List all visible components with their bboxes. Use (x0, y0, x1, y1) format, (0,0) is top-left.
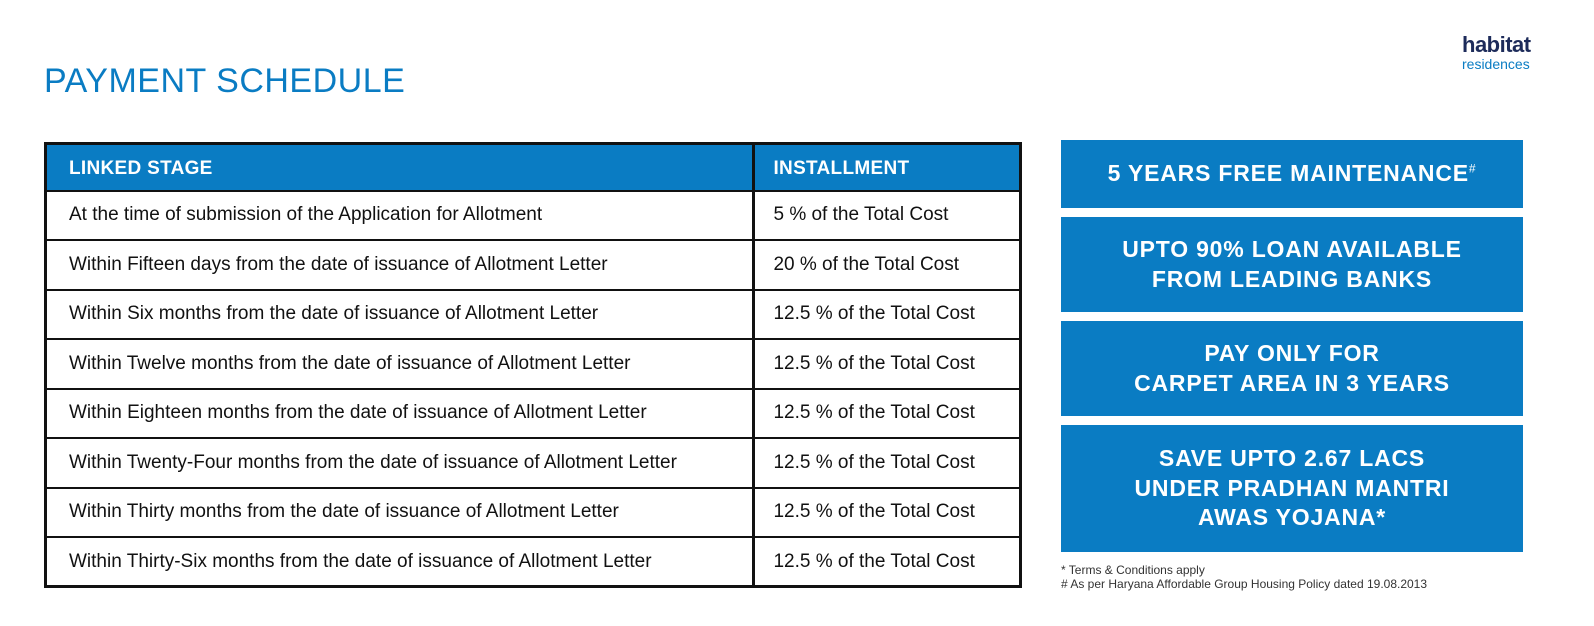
habitat-logo: habitat residences (1462, 32, 1531, 72)
table-row: Within Six months from the date of issua… (45, 289, 1022, 340)
table-header-row: LINKED STAGE INSTALLMENT (45, 143, 1022, 192)
feature-line: UNDER PRADHAN MANTRI (1134, 474, 1450, 501)
table-row: Within Twelve months from the date of is… (45, 339, 1022, 390)
footnote-terms: * Terms & Conditions apply (1061, 563, 1205, 577)
feature-carpet-area: PAY ONLY FOR CARPET AREA IN 3 YEARS (1061, 321, 1523, 416)
feature-line: FROM LEADING BANKS (1151, 265, 1433, 292)
footnote-policy: # As per Haryana Affordable Group Housin… (1061, 577, 1428, 591)
installment-cell: 12.5 % of the Total Cost (753, 388, 1022, 439)
stage-cell: At the time of submission of the Applica… (45, 190, 756, 241)
feature-panel: 5 YEARS FREE MAINTENANCE# UPTO 90% LOAN … (1061, 140, 1523, 561)
feature-free-maintenance: 5 YEARS FREE MAINTENANCE# (1061, 140, 1523, 208)
stage-cell: Within Thirty-Six months from the date o… (45, 537, 756, 588)
feature-line: UPTO 90% LOAN AVAILABLE (1122, 235, 1462, 262)
stage-cell: Within Twelve months from the date of is… (45, 339, 756, 390)
table-row: Within Fifteen days from the date of iss… (45, 240, 1022, 291)
installment-cell: 12.5 % of the Total Cost (753, 537, 1022, 588)
feature-line: SAVE UPTO 2.67 LACS (1158, 444, 1426, 471)
table-row: Within Twenty-Four months from the date … (45, 438, 1022, 489)
table-row: Within Eighteen months from the date of … (45, 388, 1022, 439)
feature-line: PAY ONLY FOR (1204, 339, 1380, 366)
stage-cell: Within Eighteen months from the date of … (45, 388, 756, 439)
stage-cell: Within Twenty-Four months from the date … (45, 438, 756, 489)
table-row: Within Thirty months from the date of is… (45, 487, 1022, 538)
page-title: PAYMENT SCHEDULE (44, 62, 406, 100)
header-installment: INSTALLMENT (753, 143, 1022, 192)
footnote-mark: # (1468, 161, 1477, 176)
payment-schedule-table: LINKED STAGE INSTALLMENT At the time of … (44, 142, 1022, 588)
installment-cell: 12.5 % of the Total Cost (753, 339, 1022, 390)
stage-cell: Within Thirty months from the date of is… (45, 487, 756, 538)
installment-cell: 12.5 % of the Total Cost (753, 289, 1022, 340)
logo-wordmark: habitat (1462, 32, 1531, 57)
feature-line: AWAS YOJANA* (1197, 504, 1387, 531)
footnotes: * Terms & Conditions apply # As per Hary… (1061, 563, 1427, 591)
feature-text: 5 YEARS FREE MAINTENANCE (1107, 160, 1469, 187)
installment-cell: 20 % of the Total Cost (753, 240, 1022, 291)
logo-subtitle: residences (1462, 56, 1530, 72)
stage-cell: Within Six months from the date of issua… (45, 289, 756, 340)
header-linked-stage: LINKED STAGE (45, 143, 756, 192)
feature-pmay-savings: SAVE UPTO 2.67 LACS UNDER PRADHAN MANTRI… (1061, 425, 1523, 552)
feature-line: CARPET AREA IN 3 YEARS (1134, 369, 1450, 396)
feature-loan: UPTO 90% LOAN AVAILABLE FROM LEADING BAN… (1061, 217, 1523, 312)
installment-cell: 12.5 % of the Total Cost (753, 438, 1022, 489)
stage-cell: Within Fifteen days from the date of iss… (45, 240, 756, 291)
installment-cell: 5 % of the Total Cost (753, 190, 1022, 241)
table-row: Within Thirty-Six months from the date o… (45, 537, 1022, 588)
table-row: At the time of submission of the Applica… (45, 190, 1022, 241)
installment-cell: 12.5 % of the Total Cost (753, 487, 1022, 538)
